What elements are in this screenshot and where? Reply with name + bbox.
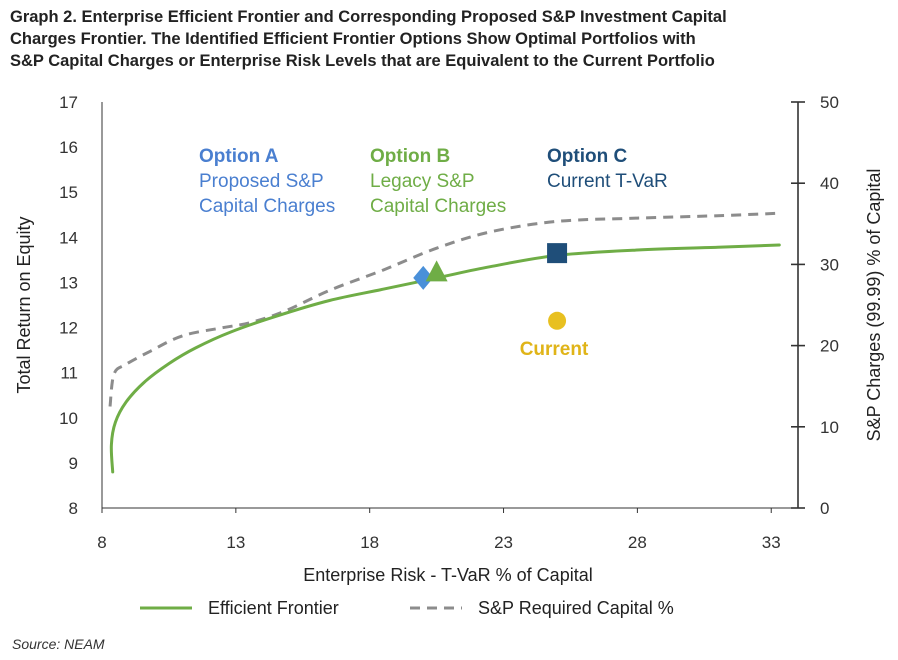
- x-tick-label: 23: [494, 533, 513, 552]
- legend-efficient-frontier-label: Efficient Frontier: [208, 598, 339, 618]
- y-tick-label: 14: [59, 228, 78, 247]
- option-a-marker: [413, 265, 434, 290]
- y-axis-label: Total Return on Equity: [14, 216, 34, 393]
- x-tick-label: 13: [226, 533, 245, 552]
- current-marker: [548, 311, 567, 330]
- title-line-1: Graph 2. Enterprise Efficient Frontier a…: [10, 8, 727, 26]
- y-tick-label: 17: [59, 93, 78, 112]
- y-tick-label: 10: [59, 409, 78, 428]
- title-line-2: Charges Frontier. The Identified Efficie…: [10, 30, 696, 48]
- sp-capital-line: [108, 211, 780, 407]
- x-tick-label: 28: [628, 533, 647, 552]
- option-a-annotation-title: Option A: [199, 146, 279, 167]
- y2-tick-label: 0: [820, 499, 829, 518]
- y2-tick-label: 40: [820, 174, 839, 193]
- option-c-annotation-title: Option C: [547, 146, 627, 167]
- x-tick-label: 33: [762, 533, 781, 552]
- y-tick-label: 11: [60, 364, 78, 383]
- option-c-marker: [547, 243, 568, 264]
- y2-axis-label: S&P Charges (99.99) % of Capital: [864, 169, 884, 442]
- current-annotation-label: Current: [520, 339, 589, 360]
- y2-tick-label: 20: [820, 337, 839, 356]
- option-a-annotation-line: Capital Charges: [199, 196, 335, 217]
- efficient-frontier-line: [109, 243, 781, 474]
- y2-tick-label: 10: [820, 418, 839, 437]
- x-tick-label: 18: [360, 533, 379, 552]
- option-b-annotation-line: Capital Charges: [370, 196, 506, 217]
- option-b-annotation-line: Legacy S&P: [370, 171, 475, 192]
- y-tick-label: 16: [59, 138, 78, 157]
- y-tick-label: 15: [59, 183, 78, 202]
- option-a-annotation-line: Proposed S&P: [199, 171, 324, 192]
- y2-tick-label: 50: [820, 93, 839, 112]
- y-tick-label: 13: [59, 273, 78, 292]
- y-tick-label: 12: [59, 319, 78, 338]
- option-c-annotation-line: Current T-VaR: [547, 171, 668, 192]
- option-b-marker: [425, 260, 448, 282]
- x-axis-label: Enterprise Risk - T-VaR % of Capital: [303, 565, 592, 585]
- y-tick-label: 8: [69, 499, 78, 518]
- legend-sp-capital-label: S&P Required Capital %: [478, 598, 674, 618]
- y2-tick-label: 30: [820, 255, 839, 274]
- option-b-annotation-title: Option B: [370, 146, 450, 167]
- title-line-3: S&P Capital Charges or Enterprise Risk L…: [10, 52, 715, 70]
- source-note: Source: NEAM: [12, 636, 105, 652]
- chart-title: Graph 2. Enterprise Efficient Frontier a…: [10, 6, 890, 72]
- x-tick-label: 8: [97, 533, 106, 552]
- y-tick-label: 9: [69, 454, 78, 473]
